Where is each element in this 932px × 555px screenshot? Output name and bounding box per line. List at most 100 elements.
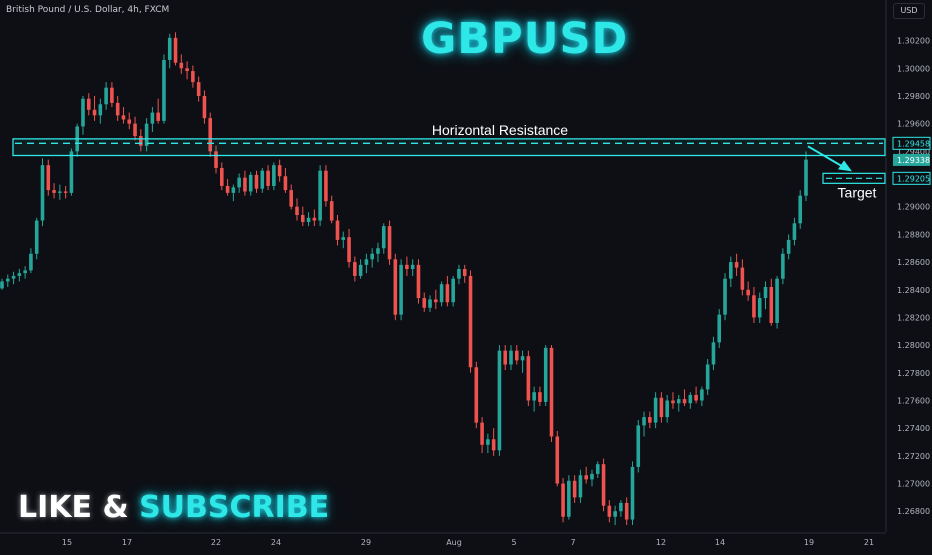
candle-body	[428, 299, 432, 308]
candle-body	[671, 400, 675, 404]
candle-body	[46, 165, 51, 191]
candle-body	[509, 350, 513, 365]
candle-body	[781, 253, 785, 279]
y-tick-label: 1.27400	[897, 424, 930, 433]
x-tick-label: 22	[211, 538, 221, 547]
candle-body	[208, 118, 213, 152]
candle-body	[5, 278, 10, 282]
candle-body	[283, 176, 288, 191]
candle-body	[705, 364, 710, 390]
candle-body	[740, 267, 745, 290]
candle-body	[474, 367, 479, 423]
y-tick-label: 1.29800	[897, 92, 930, 101]
candle-body	[156, 112, 160, 121]
candle-body	[387, 226, 392, 260]
price-tag-label: 1.29205	[897, 174, 930, 183]
candle-body	[69, 151, 74, 193]
candle-body	[162, 59, 166, 121]
candle-body	[393, 259, 398, 315]
candle-body	[578, 475, 583, 498]
candle-body	[480, 422, 484, 445]
candle-body	[590, 473, 594, 480]
candle-body	[312, 217, 317, 221]
candle-body	[86, 98, 91, 110]
candle-body	[561, 483, 565, 517]
price-tag-label: 1.29338	[897, 156, 930, 165]
candle-body	[150, 112, 155, 124]
candle-body	[289, 190, 294, 207]
y-tick-label: 1.28200	[897, 313, 930, 322]
resistance-zone	[12, 138, 886, 157]
target-arrow	[807, 145, 845, 169]
candle-body	[173, 37, 178, 63]
y-tick-label: 1.28000	[897, 341, 930, 350]
price-tag-box	[892, 136, 931, 150]
candle-body	[63, 191, 68, 193]
candle-body	[451, 278, 455, 303]
candle-body	[769, 286, 774, 323]
candle-body	[358, 264, 363, 276]
candle-body	[237, 177, 241, 188]
price-tag-box	[893, 153, 930, 166]
candle-body	[243, 177, 247, 192]
candle-body	[723, 278, 727, 315]
candle-body	[619, 502, 623, 512]
candle-body	[318, 170, 322, 221]
candle-body	[17, 273, 22, 276]
candle-body	[231, 187, 236, 193]
candle-body	[121, 115, 126, 120]
price-tag-box	[892, 171, 931, 185]
x-tick-label: 21	[864, 538, 874, 547]
target-arrow-head	[838, 160, 852, 172]
candle-body	[688, 394, 693, 404]
currency-label[interactable]: USD	[893, 3, 925, 19]
x-tick-label: 7	[570, 538, 575, 547]
candle-body	[179, 62, 184, 69]
x-tick-label: 15	[62, 538, 72, 547]
y-tick-label: 1.29000	[897, 203, 930, 212]
candle-body	[648, 417, 652, 423]
candle-body	[52, 190, 56, 193]
candle-body	[191, 71, 195, 83]
candle-body	[341, 237, 346, 240]
candle-body	[532, 392, 536, 401]
candle-body	[468, 275, 473, 368]
candle-body	[220, 167, 224, 186]
candle-body	[746, 289, 750, 296]
candle-body	[104, 87, 108, 105]
candle-body	[434, 299, 438, 303]
candle-body	[277, 165, 282, 177]
candle-body	[584, 475, 588, 480]
candle-body	[538, 392, 542, 402]
candle-body	[543, 347, 548, 402]
candle-body	[127, 119, 132, 124]
candle-body	[29, 253, 33, 271]
candle-body	[248, 174, 253, 192]
candle-body	[665, 400, 669, 418]
candle-body	[752, 295, 756, 318]
y-tick-label: 1.27200	[897, 452, 930, 461]
y-tick-label: 1.28800	[897, 230, 930, 239]
candle-body	[92, 109, 97, 116]
candle-body	[266, 170, 270, 186]
candle-body	[306, 217, 311, 222]
candle-body	[734, 262, 739, 268]
candle-body	[295, 206, 299, 216]
candle-body	[630, 466, 635, 520]
candle-body	[260, 170, 265, 189]
candle-body	[642, 417, 646, 426]
candle-body	[526, 356, 531, 401]
candle-body	[11, 275, 16, 279]
candle-body	[763, 286, 768, 299]
y-tick-label: 1.26800	[897, 507, 930, 516]
candle-body	[792, 223, 797, 240]
symbol-header: British Pound / U.S. Dollar, 4h, FXCM	[6, 5, 170, 15]
price-tag-label: 1.29458	[897, 139, 930, 148]
x-tick-label: 24	[271, 538, 281, 547]
target-zone	[822, 172, 886, 184]
candle-body	[196, 82, 201, 96]
candle-body	[335, 220, 340, 240]
x-tick-label: 12	[656, 538, 666, 547]
